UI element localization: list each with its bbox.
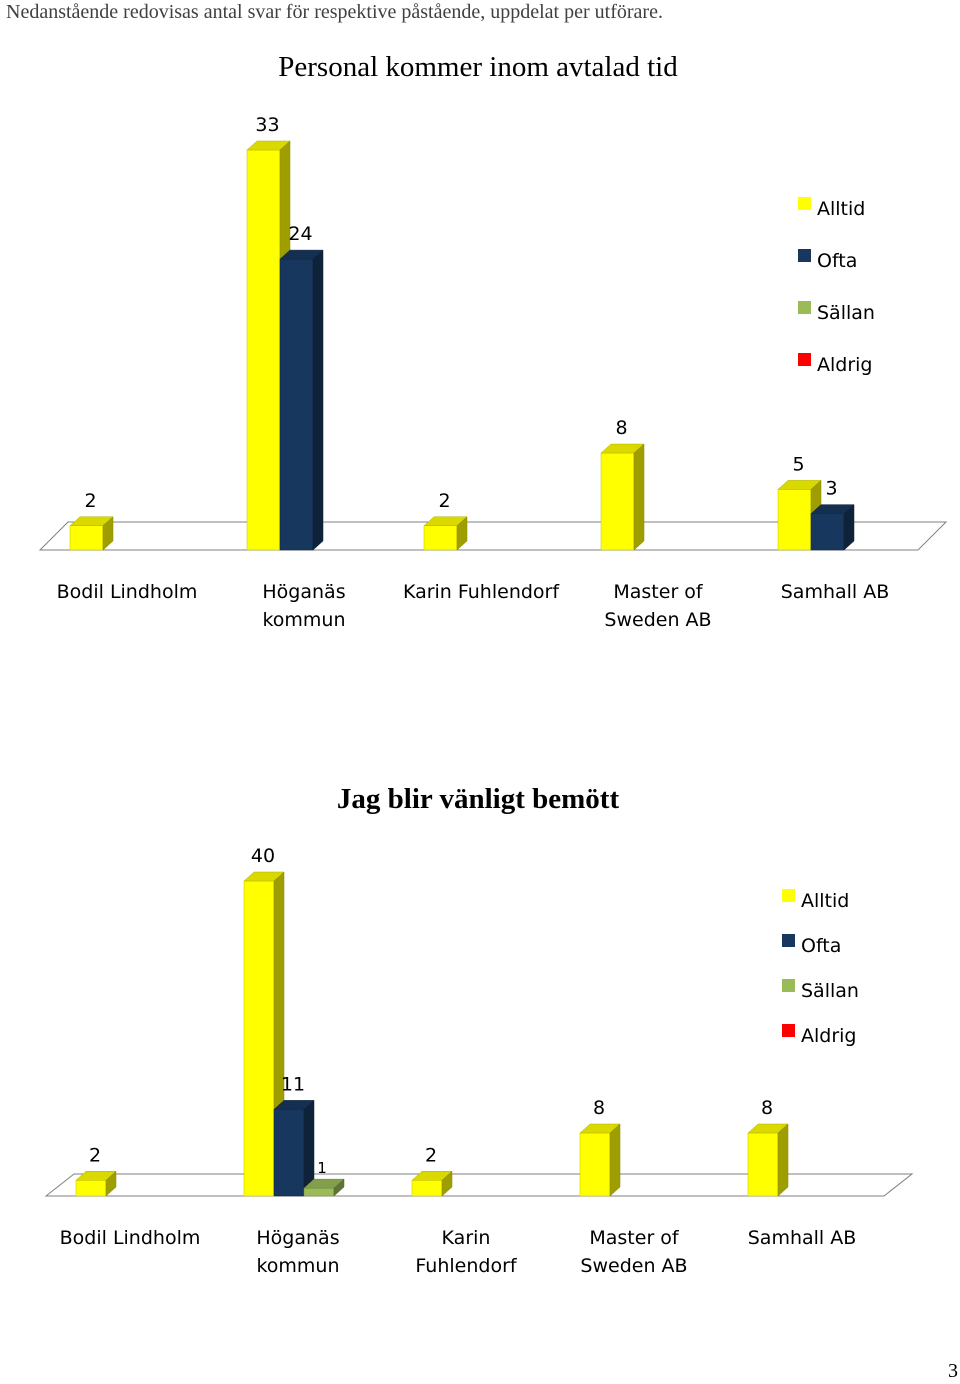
legend-swatch — [798, 249, 811, 262]
legend-label: Alltid — [801, 890, 849, 912]
bar-hoganas-kommun-ofta — [273, 1099, 315, 1197]
data-label: 40 — [251, 845, 275, 867]
data-label: 2 — [425, 1144, 437, 1166]
legend-swatch — [782, 889, 795, 902]
category-label: Bodil Lindholm — [57, 581, 198, 603]
data-label: 2 — [84, 490, 96, 512]
category-label: Samhall AB — [748, 1227, 857, 1249]
category-label: Karin Fuhlendorf — [415, 1227, 517, 1277]
chart-title: Personal kommer inom avtalad tid — [278, 51, 678, 83]
chart-title: Jag blir vänligt bemött — [337, 783, 620, 815]
data-label: 24 — [288, 223, 312, 245]
data-label: 3 — [825, 478, 837, 500]
legend-item-alltid: Alltid — [798, 197, 865, 220]
category-label: Master of Sweden AB — [604, 581, 711, 631]
legend-swatch — [798, 197, 811, 210]
legend-item-alltid: Alltid — [782, 889, 849, 912]
legend-label: Aldrig — [817, 354, 873, 376]
legend-swatch — [782, 1024, 795, 1037]
legend-label: Alltid — [817, 198, 865, 220]
page-number: 3 — [948, 1360, 958, 1382]
bar-hoganas-kommun-sallan — [303, 1178, 345, 1197]
legend-swatch — [782, 979, 795, 992]
bar-samhall-ab-ofta — [810, 504, 855, 551]
legend-swatch — [798, 353, 811, 366]
legend-label: Sällan — [801, 980, 859, 1002]
category-label: Höganäs kommun — [256, 1227, 339, 1277]
legend-item-sallan: Sällan — [782, 979, 859, 1002]
chart-2: Jag blir vänligt bemött 2 Bodil Lindholm 40… — [44, 783, 914, 1277]
bar-samhall-ab-alltid — [747, 1123, 789, 1197]
legend-label: Ofta — [801, 935, 841, 957]
legend-item-ofta: Ofta — [798, 249, 857, 272]
bar-bodil-lindholm-alltid — [75, 1170, 117, 1197]
legend-label: Sällan — [817, 302, 875, 324]
bar-master-of-sweden-ab-alltid — [600, 443, 645, 551]
data-label: 8 — [593, 1097, 605, 1119]
legend-swatch — [798, 301, 811, 314]
bar-karin-fuhlendorf-alltid — [423, 516, 468, 551]
category-label: Karin Fuhlendorf — [403, 581, 560, 603]
data-label: 1 — [317, 1159, 327, 1177]
data-label: 2 — [438, 490, 450, 512]
category-label: Bodil Lindholm — [60, 1227, 201, 1249]
data-label: 8 — [615, 417, 627, 439]
legend-swatch — [782, 934, 795, 947]
chart-1: Personal kommer inom avtalad tid 2 Bodil L… — [38, 51, 948, 631]
intro-text: Nedanstående redovisas antal svar för re… — [6, 1, 663, 23]
bar-master-of-sweden-ab-alltid — [579, 1123, 621, 1197]
legend-label: Aldrig — [801, 1025, 857, 1047]
data-label: 2 — [89, 1144, 101, 1166]
bar-hoganas-kommun-ofta — [279, 249, 324, 551]
data-label: 11 — [281, 1073, 305, 1095]
bar-karin-fuhlendorf-alltid — [411, 1170, 453, 1197]
category-label: Master of Sweden AB — [580, 1227, 687, 1277]
data-label: 33 — [255, 114, 279, 136]
legend-label: Ofta — [817, 250, 857, 272]
legend-item-ofta: Ofta — [782, 934, 841, 957]
bar-bodil-lindholm-alltid — [69, 516, 114, 551]
data-label: 8 — [761, 1097, 773, 1119]
legend-item-aldrig: Aldrig — [782, 1024, 857, 1047]
category-label: Samhall AB — [781, 581, 890, 603]
data-label: 5 — [792, 453, 804, 475]
category-label: Höganäs kommun — [262, 581, 345, 631]
legend-item-aldrig: Aldrig — [798, 353, 873, 376]
legend-item-sallan: Sällan — [798, 301, 875, 324]
